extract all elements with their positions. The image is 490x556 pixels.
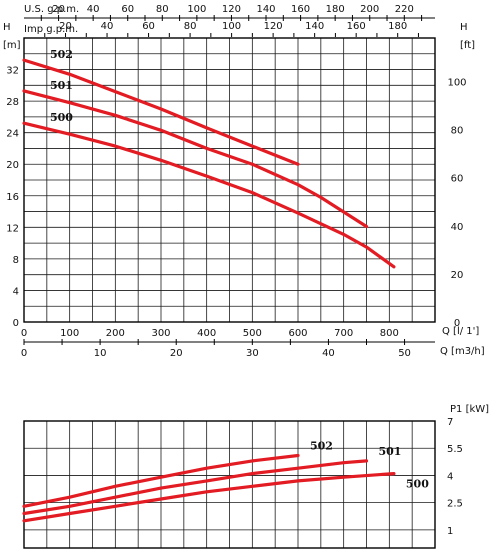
h-right-label: H (460, 22, 468, 33)
y-tick-label-ft: 80 (451, 126, 464, 137)
y-tick-label-m: 24 (6, 129, 19, 140)
y-tick-label-m: 16 (6, 192, 19, 203)
y-tick-label-m: 28 (6, 97, 19, 108)
imp-gpm-tick-label: 120 (264, 21, 283, 32)
x-tick-label-m3h: 0 (21, 348, 27, 359)
x-tick-label-lmin: 0 (21, 328, 27, 339)
imp-gpm-tick-label: 60 (142, 21, 155, 32)
us-gpm-tick-label: 60 (121, 4, 134, 15)
y-tick-label-m: 32 (6, 66, 19, 77)
y-tick-label-m: 8 (13, 255, 19, 266)
x-tick-label-lmin: 800 (380, 328, 399, 339)
imp-gpm-tick-label: 20 (59, 21, 72, 32)
power-curve-501 (22, 459, 369, 516)
y-tick-label-ft: 0 (454, 318, 460, 329)
head-curve-502 (22, 58, 300, 166)
power-curve-label-501: 501 (379, 445, 402, 458)
y-tick-label-m: 20 (6, 160, 19, 171)
power-y-tick-label: 1 (447, 526, 453, 537)
y-tick-label-ft: 40 (451, 222, 464, 233)
us-gpm-tick-label: 100 (187, 4, 206, 15)
head-curve-501 (22, 89, 369, 229)
x-tick-label-m3h: 40 (322, 348, 335, 359)
us-gpm-tick-label: 220 (395, 4, 414, 15)
us-gpm-tick-label: 20 (52, 4, 65, 15)
us-gpm-tick-label: 200 (360, 4, 379, 15)
x-tick-label-lmin: 300 (151, 328, 170, 339)
imp-gpm-tick-label: 40 (101, 21, 114, 32)
head-curve-label-502: 502 (50, 48, 73, 61)
y-tick-label-m: 0 (13, 318, 19, 329)
us-gpm-tick-label: 80 (156, 4, 169, 15)
power-y-tick-label: 5.5 (447, 444, 463, 455)
imp-gpm-label: Imp g.p.m. (24, 24, 78, 35)
q-m3h-label: Q [m3/h] (440, 346, 485, 357)
x-tick-label-lmin: 400 (197, 328, 216, 339)
imp-gpm-tick-label: 100 (222, 21, 241, 32)
us-gpm-tick-label: 160 (291, 4, 310, 15)
y-tick-label-ft: 60 (451, 174, 464, 185)
us-gpm-tick-label: 120 (222, 4, 241, 15)
x-tick-label-m3h: 50 (398, 348, 411, 359)
head-curve-label-500: 500 (50, 111, 73, 124)
top-plot-frame (23, 37, 436, 323)
head-curve-label-501: 501 (50, 79, 73, 92)
h-left-unit: [m] (3, 40, 21, 51)
y-tick-label-m: 4 (13, 286, 19, 297)
x-tick-label-lmin: 500 (243, 328, 262, 339)
power-curve-label-502: 502 (310, 439, 333, 452)
imp-gpm-tick-label: 160 (347, 21, 366, 32)
imp-gpm-tick-label: 180 (388, 21, 407, 32)
p1-label: P1 [kW] (450, 404, 489, 415)
x-tick-label-m3h: 10 (94, 348, 107, 359)
power-y-tick-label: 2.5 (447, 499, 463, 510)
imp-gpm-tick-label: 140 (305, 21, 324, 32)
x-tick-label-m3h: 20 (170, 348, 183, 359)
power-curve-label-500: 500 (406, 478, 429, 491)
bottom-plot-frame (23, 420, 436, 549)
h-right-unit: [ft] (460, 40, 475, 51)
us-gpm-label: U.S. g.p.m. (24, 4, 79, 15)
x-tick-label-lmin: 100 (60, 328, 79, 339)
x-tick-label-m3h: 30 (246, 348, 259, 359)
y-tick-label-ft: 100 (447, 78, 466, 89)
us-gpm-tick-label: 180 (326, 4, 345, 15)
x-tick-label-lmin: 600 (288, 328, 307, 339)
power-y-tick-label: 4 (447, 471, 453, 482)
x-tick-label-lmin: 700 (334, 328, 353, 339)
h-left-label: H (3, 22, 11, 33)
imp-gpm-tick-label: 80 (184, 21, 197, 32)
power-curve-500 (22, 472, 396, 523)
x-tick-label-lmin: 200 (106, 328, 125, 339)
us-gpm-tick-label: 40 (87, 4, 100, 15)
y-tick-label-m: 12 (6, 223, 19, 234)
power-y-tick-label: 7 (447, 417, 453, 428)
q-ls-label: Q [l/ 1'] (442, 326, 479, 337)
power-curve-502 (22, 453, 300, 508)
y-tick-label-ft: 20 (451, 270, 464, 281)
head-curve-500 (22, 121, 396, 269)
us-gpm-tick-label: 140 (256, 4, 275, 15)
